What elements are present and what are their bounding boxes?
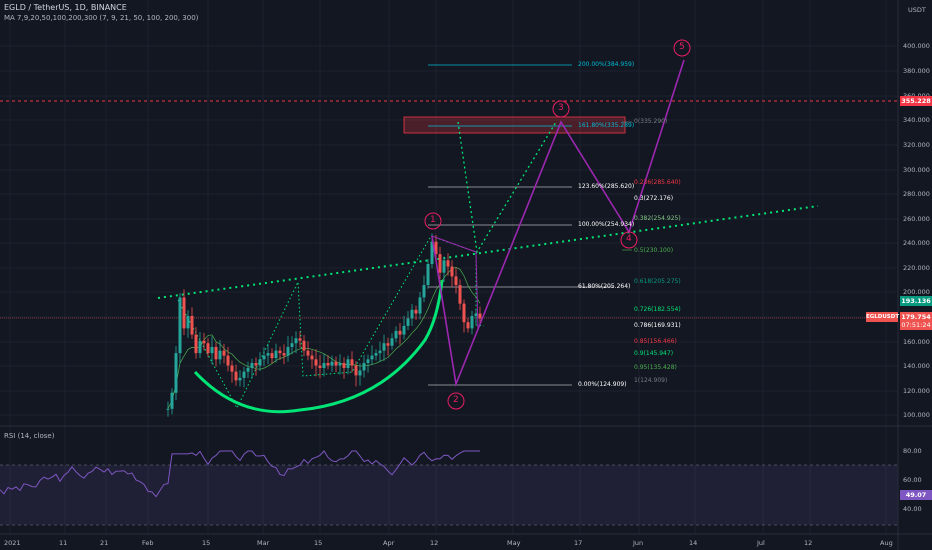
price-axis-label: 140.000 [903,362,930,370]
fib-extension-label: 0.00%(124.909) [578,381,627,388]
price-axis-label: 300.000 [903,166,930,174]
fib-extension-lines[interactable] [428,64,614,386]
price-axis-label: 100.000 [903,411,930,419]
time-axis-label: 2021 [4,539,21,547]
time-axis-label: Jun [633,539,644,547]
rsi-indicator-label[interactable]: RSI (14, close) [4,432,55,440]
moving-average-line [167,266,481,409]
time-axis-label: 15 [202,539,211,547]
currency-label[interactable]: USDT [908,6,926,14]
fib-extension-label: 100.00%(254.934) [578,221,635,228]
resistance-price-badge: 355.228 [900,96,932,106]
time-axis-label: 15 [314,539,323,547]
fib-retracement-label: 0.726(182.554) [634,306,681,313]
time-axis-label: Mar [257,539,270,547]
fib-extension-label: 123.60%(285.620) [578,183,635,190]
price-axis-label: 160.000 [903,338,930,346]
projection-dotted [457,121,557,254]
symbol-title[interactable]: EGLD / TetherUS, 1D, BINANCE [4,3,127,12]
level-price-badge: 193.136 [900,296,932,306]
price-axis-label: 120.000 [903,387,930,395]
time-axis-label: Aug [880,539,893,547]
wave-label-5[interactable]: 5 [679,42,685,52]
price-axis-label: 260.000 [903,215,930,223]
fib-retracement-label: 0.382(254.925) [634,215,681,222]
trendline[interactable] [157,205,819,299]
rsi-band [0,465,898,525]
fib-retracement-ticks [622,121,632,251]
target-zone-box[interactable] [403,116,626,134]
current-price-badge: 179.754 [900,312,932,322]
fib-retracement-label: 0(335.290) [634,118,668,125]
fib-retracement-label: 0.85(156.466) [634,338,677,345]
rsi-value-badge: 49.07 [900,490,932,500]
fib-retracement-label: 0.5(230.100) [634,247,674,254]
zigzag-pattern [177,235,485,410]
price-axis-label: 380.000 [903,67,930,75]
rsi-axis-label: 60.00 [903,476,922,484]
fib-retracement-label: 0.786(169.931) [634,322,681,329]
time-axis-label: 21 [100,539,109,547]
wave-label-2[interactable]: 2 [453,395,459,405]
wave-sub-path [431,235,479,331]
time-axis-label: Jul [757,539,765,547]
wave-circle-2[interactable] [447,392,465,410]
price-axis-label: 200.000 [903,288,930,296]
time-axis-label: 12 [430,539,439,547]
price-axis-label: 400.000 [903,42,930,50]
price-axis-label: 280.000 [903,190,930,198]
fib-retracement-label: 0.95(135.428) [634,364,677,371]
fib-extension-label: 161.80%(335.289) [578,122,635,129]
grid [0,0,898,534]
fib-extension-label: 200.00%(384.959) [578,61,635,68]
fib-extension-label: 61.80%(205.264) [578,283,631,290]
cup-pattern-arc[interactable] [193,279,444,414]
time-axis-label: Apr [383,539,395,547]
price-axis-label: 220.000 [903,264,930,272]
wave-circle-3[interactable] [552,100,570,118]
time-axis-label: 11 [59,539,68,547]
wave-label-4[interactable]: 4 [626,234,632,244]
fib-retracement-label: 0.618(205.275) [634,278,681,285]
fib-retracement-label: 0.236(285.640) [634,179,681,186]
time-axis-label: 17 [574,539,583,547]
time-axis-label: Feb [142,539,154,547]
wave-circle-4[interactable] [620,231,638,249]
rsi-line [0,450,480,498]
time-axis-label: 14 [689,539,698,547]
elliott-wave-path[interactable] [431,59,685,387]
fib-retracement-label: 0.9(145.947) [634,350,674,357]
price-axis-label: 340.000 [903,116,930,124]
fib-retracement-label: 1(124.909) [634,377,668,384]
wave-circle-1[interactable] [424,212,442,230]
time-axis-label: May [507,539,521,547]
countdown-badge: 07:51:24 [900,320,932,330]
price-axis-label: 320.000 [903,141,930,149]
wave-label-1[interactable]: 1 [430,215,436,225]
rsi-axis-label: 80.00 [903,447,922,455]
price-axis-label: 240.000 [903,239,930,247]
ma-indicator-label[interactable]: MA 7,9,20,50,100,200,300 (7, 9, 21, 50, … [4,14,199,22]
wave-label-3[interactable]: 3 [558,103,564,113]
candlesticks [166,233,482,417]
rsi-axis-label: 40.00 [903,505,922,513]
wave-circle-5[interactable] [673,39,691,57]
ticker-badge: EGLDUSDT [866,312,900,322]
time-axis-label: 12 [804,539,813,547]
fib-retracement-label: 0.3(272.176) [634,195,674,202]
